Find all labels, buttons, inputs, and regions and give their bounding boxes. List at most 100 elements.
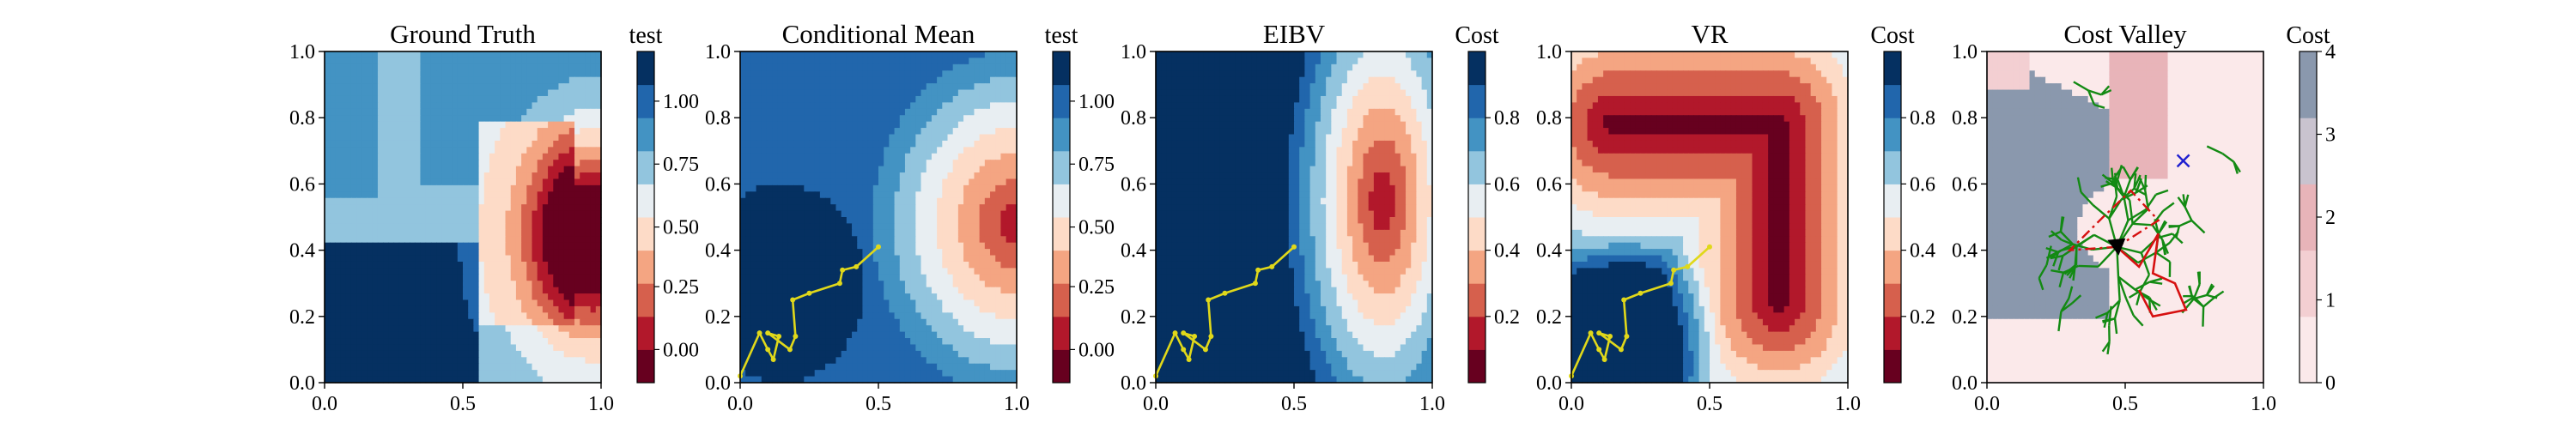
heatmap-cell: [515, 191, 522, 199]
heatmap-cell: [393, 184, 400, 192]
heatmap-cell: [1000, 249, 1007, 257]
heatmap-cell: [404, 172, 410, 180]
heatmap-cell: [404, 376, 410, 384]
heatmap-cell: [937, 261, 943, 269]
heatmap-cell: [361, 281, 368, 288]
heatmap-cell: [756, 121, 762, 129]
heatmap-cell: [937, 255, 943, 263]
heatmap-cell: [505, 229, 512, 237]
heatmap-cell: [819, 268, 826, 275]
heatmap-cell: [782, 318, 789, 326]
heatmap-cell: [835, 229, 842, 237]
heatmap-cell: [580, 63, 586, 71]
heatmap-cell: [356, 191, 362, 199]
heatmap-cell: [510, 147, 517, 154]
heatmap-cell: [574, 299, 580, 307]
heatmap-cell: [340, 338, 347, 346]
heatmap-cell: [857, 204, 864, 212]
heatmap-cell: [398, 236, 405, 244]
heatmap-cell: [889, 318, 896, 326]
heatmap-cell: [568, 293, 575, 301]
heatmap-cell: [404, 236, 410, 244]
heatmap-cell: [580, 249, 586, 257]
heatmap-cell: [510, 268, 517, 275]
heatmap-cell: [558, 376, 565, 384]
heatmap-cell: [894, 229, 901, 237]
heatmap-cell: [350, 89, 357, 97]
heatmap-cell: [350, 229, 357, 237]
heatmap-cell: [574, 197, 580, 205]
heatmap-cell: [750, 242, 757, 250]
heatmap-cell: [335, 184, 342, 192]
heatmap-cell: [468, 242, 474, 250]
heatmap-cell: [553, 236, 560, 244]
heatmap-cell: [799, 204, 805, 212]
heatmap-cell: [515, 293, 522, 301]
heatmap-cell: [452, 217, 459, 225]
heatmap-cell: [878, 108, 884, 116]
heatmap-cell: [1000, 242, 1007, 250]
heatmap-cell: [457, 318, 464, 326]
heatmap-cell: [862, 223, 869, 231]
heatmap-cell: [510, 166, 517, 173]
heatmap-cell: [920, 134, 927, 142]
heatmap-cell: [383, 370, 389, 378]
heatmap-cell: [335, 299, 342, 307]
heatmap-cell: [345, 102, 352, 110]
heatmap-cell: [819, 51, 826, 59]
heatmap-cell: [963, 293, 969, 301]
heatmap-cell: [825, 172, 831, 180]
heatmap-cell: [478, 293, 485, 301]
heatmap-cell: [542, 191, 549, 199]
heatmap-cell: [740, 178, 746, 186]
heatmap-cell: [852, 299, 858, 307]
heatmap-cell: [388, 318, 395, 326]
heatmap-cell: [367, 236, 374, 244]
heatmap-cell: [383, 95, 389, 103]
heatmap-cell: [361, 331, 368, 339]
heatmap-cell: [841, 89, 848, 97]
heatmap-cell: [372, 281, 379, 288]
heatmap-cell: [473, 51, 480, 59]
heatmap-cell: [537, 140, 544, 148]
heatmap-cell: [740, 95, 746, 103]
heatmap-cell: [814, 191, 821, 199]
heatmap-cell: [777, 128, 784, 136]
heatmap-cell: [548, 363, 554, 371]
heatmap-cell: [846, 89, 853, 97]
heatmap-cell: [772, 236, 778, 244]
heatmap-cell: [969, 242, 975, 250]
heatmap-cell: [345, 153, 352, 160]
heatmap-cell: [595, 287, 602, 294]
heatmap-cell: [553, 147, 560, 154]
heatmap-cell: [761, 83, 768, 91]
heatmap-cell: [979, 191, 986, 199]
heatmap-cell: [468, 210, 474, 218]
heatmap-cell: [1011, 197, 1018, 205]
heatmap-cell: [580, 57, 586, 65]
heatmap-cell: [425, 223, 432, 231]
heatmap-cell: [809, 293, 816, 301]
heatmap-cell: [990, 268, 996, 275]
heatmap-cell: [1000, 102, 1007, 110]
heatmap-cell: [325, 115, 331, 123]
heatmap-cell: [857, 76, 864, 84]
heatmap-cell: [750, 160, 757, 167]
heatmap-cell: [553, 204, 560, 212]
heatmap-cell: [425, 204, 432, 212]
heatmap-cell: [350, 147, 357, 154]
heatmap-cell: [521, 76, 527, 84]
heatmap-cell: [457, 229, 464, 237]
heatmap-cell: [330, 274, 336, 281]
heatmap-cell: [532, 331, 538, 339]
heatmap-cell: [974, 128, 981, 136]
heatmap-cell: [383, 166, 389, 173]
heatmap-cell: [969, 128, 975, 136]
heatmap-cell: [515, 57, 522, 65]
heatmap-cell: [505, 376, 512, 384]
heatmap-cell: [521, 287, 527, 294]
heatmap-cell: [777, 108, 784, 116]
heatmap-cell: [772, 57, 778, 65]
heatmap-cell: [447, 115, 453, 123]
heatmap-cell: [489, 57, 495, 65]
